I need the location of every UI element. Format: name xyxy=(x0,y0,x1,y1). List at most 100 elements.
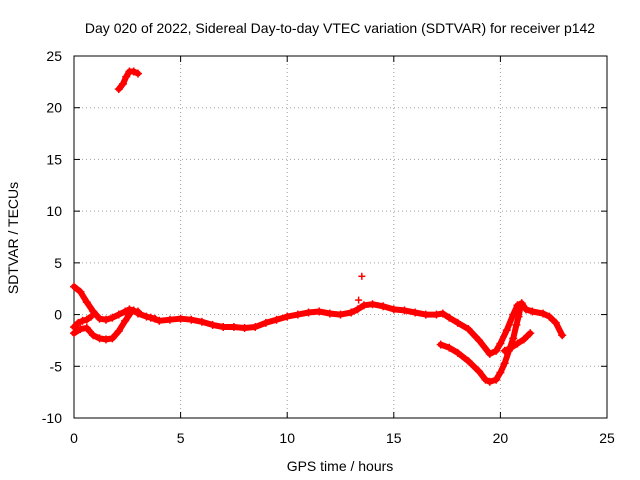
data-point xyxy=(229,322,238,331)
data-point xyxy=(438,309,447,318)
data-point xyxy=(82,324,91,333)
data-point xyxy=(119,79,128,88)
data-point xyxy=(379,302,388,311)
data-point xyxy=(283,312,292,321)
data-point xyxy=(315,307,324,316)
data-point xyxy=(108,313,117,322)
data-point xyxy=(551,318,560,327)
y-tick-label: 15 xyxy=(46,151,62,167)
data-point xyxy=(500,359,509,368)
x-tick-label: 0 xyxy=(70,430,78,446)
data-point xyxy=(502,326,511,335)
data-point xyxy=(512,320,521,329)
data-point xyxy=(240,324,249,333)
data-point xyxy=(146,313,155,322)
x-tick-label: 5 xyxy=(177,430,185,446)
data-point xyxy=(155,316,164,325)
data-point xyxy=(95,334,104,343)
y-tick-label: 5 xyxy=(54,255,62,271)
data-point xyxy=(347,308,356,317)
data-point xyxy=(539,309,548,318)
data-point xyxy=(197,317,206,326)
data-point xyxy=(545,312,554,321)
x-tick-label: 25 xyxy=(599,430,615,446)
data-point xyxy=(453,348,462,357)
data-point xyxy=(526,329,535,338)
data-point xyxy=(114,85,123,94)
data-point xyxy=(507,343,516,352)
data-point xyxy=(514,312,523,321)
data-point xyxy=(436,340,445,349)
data-point xyxy=(87,312,96,321)
data-point xyxy=(122,72,131,81)
data-point xyxy=(421,310,430,319)
data-point xyxy=(114,327,123,336)
data-point xyxy=(445,343,454,352)
data-point xyxy=(485,349,494,358)
data-point xyxy=(492,346,501,355)
data-point xyxy=(121,316,130,325)
data-point xyxy=(516,302,525,311)
data-point xyxy=(187,315,196,324)
data-point xyxy=(129,67,138,76)
data-point xyxy=(485,377,494,386)
y-tick-label: 0 xyxy=(54,307,62,323)
data-point xyxy=(411,308,420,317)
data-point xyxy=(261,318,270,327)
y-tick-labels: -10 -5 0 5 10 15 20 25 xyxy=(42,48,62,426)
data-point xyxy=(336,310,345,319)
data-point xyxy=(82,298,91,307)
data-point xyxy=(70,322,78,331)
data-point xyxy=(108,334,117,343)
data-point xyxy=(133,307,142,316)
data-point xyxy=(353,305,362,314)
data-point xyxy=(519,335,528,344)
plot-frame xyxy=(73,55,608,419)
data-point xyxy=(475,336,484,345)
y-axis-label: SDTVAR / TECUs xyxy=(5,182,21,294)
data-point xyxy=(272,315,281,324)
data-point xyxy=(481,375,490,384)
data-point xyxy=(95,314,104,323)
data-point xyxy=(475,367,484,376)
data-point xyxy=(453,318,462,327)
data-point xyxy=(528,307,537,316)
x-axis-label: GPS time / hours xyxy=(287,458,394,474)
y-tick-label: 10 xyxy=(46,203,62,219)
data-point xyxy=(114,310,123,319)
x-tick-label: 10 xyxy=(279,430,295,446)
y-tick-label: -10 xyxy=(42,410,62,426)
data-point xyxy=(304,308,313,317)
chart-title: Day 020 of 2022, Sidereal Day-to-day VTE… xyxy=(85,20,595,36)
data-series xyxy=(70,67,567,386)
data-point xyxy=(521,305,530,314)
tickmarks xyxy=(73,55,608,419)
isolated-point xyxy=(355,296,363,304)
data-point xyxy=(496,368,505,377)
grid xyxy=(74,56,607,418)
data-point xyxy=(101,315,110,324)
x-tick-label: 20 xyxy=(493,430,509,446)
isolated-point xyxy=(358,272,366,280)
data-point xyxy=(359,301,368,310)
data-point xyxy=(208,320,217,329)
data-point xyxy=(165,315,174,324)
data-point xyxy=(496,339,505,348)
data-point xyxy=(492,375,501,384)
data-point xyxy=(176,314,185,323)
data-point xyxy=(89,331,98,340)
data-point xyxy=(389,305,398,314)
data-point xyxy=(219,322,228,331)
data-point xyxy=(325,309,334,318)
data-point xyxy=(558,331,567,340)
data-point xyxy=(76,325,85,334)
data-point xyxy=(70,282,78,291)
y-tick-label: -5 xyxy=(50,358,63,374)
data-point xyxy=(500,346,509,355)
x-tick-label: 15 xyxy=(386,430,402,446)
data-point xyxy=(293,310,302,319)
data-point xyxy=(133,69,142,78)
data-point xyxy=(445,313,454,322)
